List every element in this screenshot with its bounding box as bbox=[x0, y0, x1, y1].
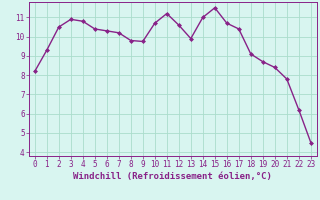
X-axis label: Windchill (Refroidissement éolien,°C): Windchill (Refroidissement éolien,°C) bbox=[73, 172, 272, 181]
